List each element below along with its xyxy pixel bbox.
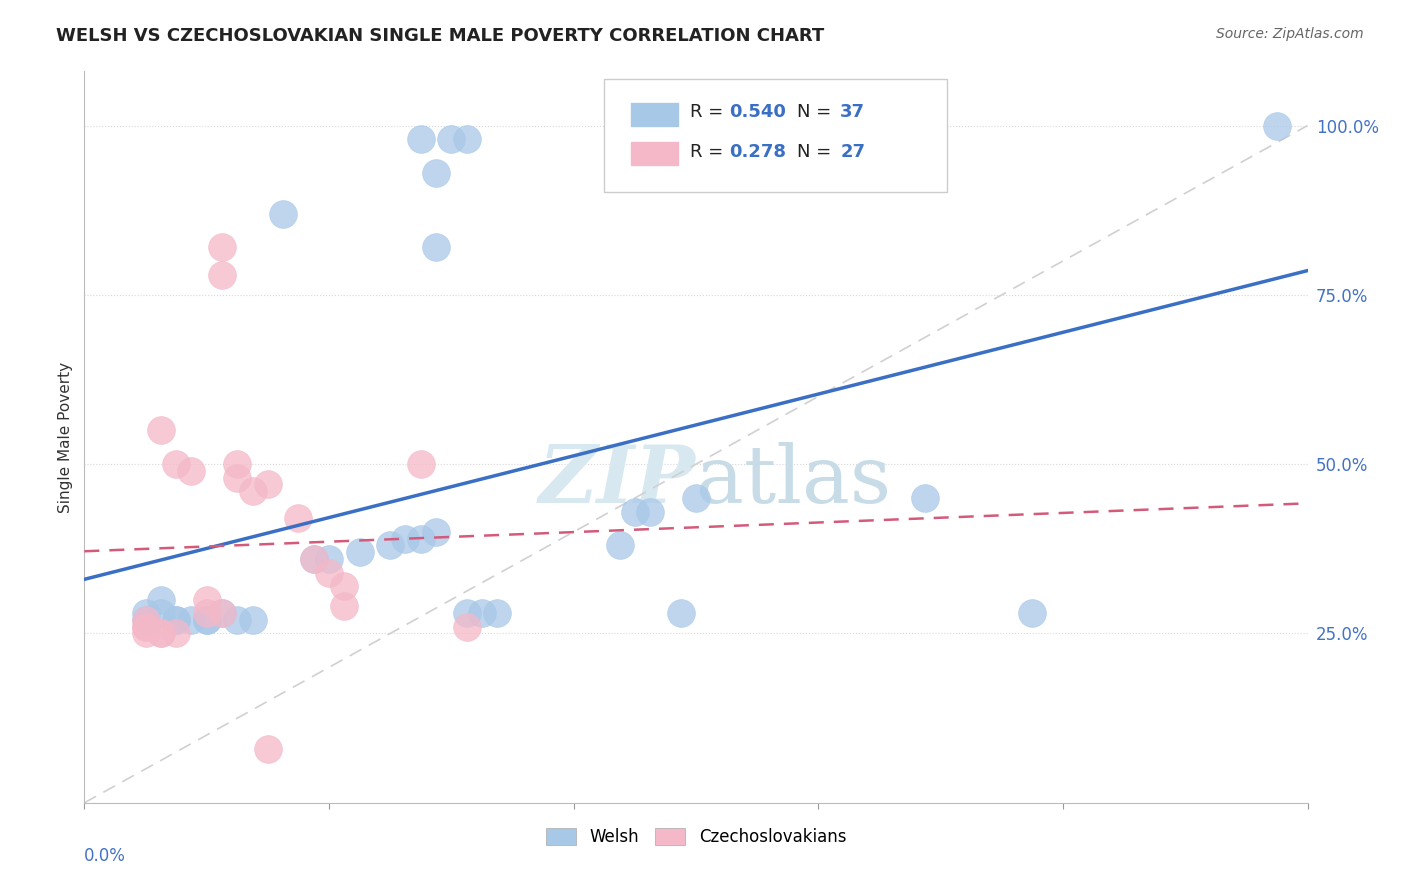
Point — [211, 606, 233, 620]
Point — [180, 613, 202, 627]
Point — [318, 552, 340, 566]
FancyBboxPatch shape — [605, 78, 946, 192]
Point — [195, 592, 218, 607]
Point — [409, 457, 432, 471]
Point — [456, 620, 478, 634]
Point — [349, 545, 371, 559]
Point — [456, 132, 478, 146]
Point — [257, 741, 280, 756]
Point — [425, 240, 447, 254]
Point — [409, 532, 432, 546]
Text: R =: R = — [690, 103, 728, 121]
Point — [409, 132, 432, 146]
Point — [165, 626, 187, 640]
Point — [135, 626, 157, 640]
Point — [242, 613, 264, 627]
Point — [654, 132, 676, 146]
Text: atlas: atlas — [696, 442, 891, 520]
Text: Source: ZipAtlas.com: Source: ZipAtlas.com — [1216, 27, 1364, 41]
Point — [149, 626, 172, 640]
FancyBboxPatch shape — [631, 142, 678, 165]
Point — [1265, 119, 1288, 133]
Point — [135, 620, 157, 634]
Point — [149, 606, 172, 620]
Point — [211, 268, 233, 282]
Point — [226, 471, 249, 485]
Point — [425, 166, 447, 180]
Point — [609, 538, 631, 552]
Point — [394, 532, 416, 546]
Point — [165, 613, 187, 627]
Point — [302, 552, 325, 566]
Point — [195, 613, 218, 627]
Point — [226, 613, 249, 627]
Point — [211, 240, 233, 254]
Text: 37: 37 — [841, 103, 865, 121]
Point — [242, 484, 264, 499]
Point — [226, 457, 249, 471]
Text: N =: N = — [797, 143, 838, 161]
Point — [669, 606, 692, 620]
Point — [638, 505, 661, 519]
Text: 27: 27 — [841, 143, 865, 161]
Point — [149, 626, 172, 640]
Point — [302, 552, 325, 566]
Point — [165, 457, 187, 471]
Text: R =: R = — [690, 143, 728, 161]
Point — [165, 613, 187, 627]
Text: ZIP: ZIP — [538, 442, 696, 520]
Point — [486, 606, 509, 620]
Text: 0.0%: 0.0% — [84, 847, 127, 864]
Text: N =: N = — [797, 103, 838, 121]
FancyBboxPatch shape — [631, 103, 678, 127]
Point — [318, 566, 340, 580]
Point — [1021, 606, 1043, 620]
Point — [425, 524, 447, 539]
Point — [456, 606, 478, 620]
Point — [333, 579, 356, 593]
Point — [440, 132, 463, 146]
Text: 0.278: 0.278 — [728, 143, 786, 161]
Point — [380, 538, 402, 552]
Point — [195, 613, 218, 627]
Point — [195, 606, 218, 620]
Legend: Welsh, Czechoslovakians: Welsh, Czechoslovakians — [538, 822, 853, 853]
Text: WELSH VS CZECHOSLOVAKIAN SINGLE MALE POVERTY CORRELATION CHART: WELSH VS CZECHOSLOVAKIAN SINGLE MALE POV… — [56, 27, 824, 45]
Point — [211, 606, 233, 620]
Point — [135, 613, 157, 627]
Point — [333, 599, 356, 614]
Point — [624, 505, 647, 519]
Point — [471, 606, 494, 620]
Point — [135, 606, 157, 620]
Point — [685, 491, 707, 505]
Point — [149, 592, 172, 607]
Point — [180, 464, 202, 478]
Point — [257, 477, 280, 491]
Point — [914, 491, 936, 505]
Point — [149, 423, 172, 437]
Text: 0.540: 0.540 — [728, 103, 786, 121]
Point — [135, 613, 157, 627]
Point — [135, 620, 157, 634]
Y-axis label: Single Male Poverty: Single Male Poverty — [58, 361, 73, 513]
Point — [271, 206, 294, 220]
Point — [287, 511, 309, 525]
